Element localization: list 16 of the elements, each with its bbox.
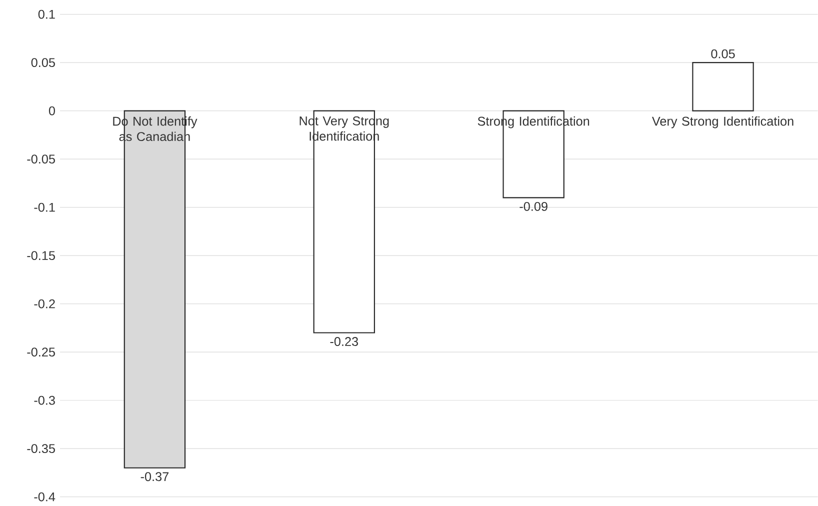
y-tick-label: -0.3 xyxy=(34,396,55,406)
y-tick-label: -0.35 xyxy=(27,444,55,454)
y-tick-label: 0.1 xyxy=(38,10,55,20)
data-label: -0.37 xyxy=(140,472,169,482)
y-tick-label: 0 xyxy=(48,106,55,116)
y-tick-label: -0.1 xyxy=(34,203,55,212)
y-tick-label: -0.4 xyxy=(34,492,56,502)
data-label: 0.05 xyxy=(711,50,735,59)
y-tick-label: -0.25 xyxy=(27,348,55,357)
y-tick-label: -0.2 xyxy=(34,300,55,309)
x-tick-label: Very Strong Identification xyxy=(652,116,794,128)
data-label: -0.23 xyxy=(330,337,358,346)
y-tick-label: -0.15 xyxy=(27,251,55,260)
data-label: -0.09 xyxy=(520,202,548,212)
y-tick-label: -0.05 xyxy=(27,154,55,164)
y-tick-label: 0.05 xyxy=(31,58,55,68)
